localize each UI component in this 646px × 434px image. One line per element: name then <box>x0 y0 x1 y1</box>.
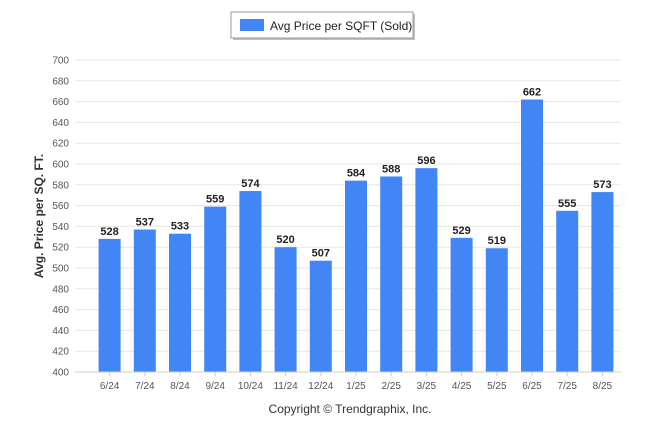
y-axis-ticks: 400 420 440 460 480 500 520 540 560 580 600 620 640 6… <box>52 56 69 379</box>
x-tick-label: 7/24 <box>135 381 155 392</box>
y-tick-label: 500 <box>52 264 69 275</box>
bar <box>380 176 403 372</box>
copyright-text: Copyright © Trendgraphix, Inc. <box>269 402 432 416</box>
bar <box>450 237 473 372</box>
x-tick-label: 4/25 <box>452 381 472 392</box>
data-label: 588 <box>382 163 400 175</box>
y-tick-label: 540 <box>52 222 69 233</box>
x-tick-label: 11/24 <box>273 381 298 392</box>
bar <box>98 238 121 372</box>
data-label: 537 <box>136 217 154 229</box>
y-tick-label: 580 <box>52 180 69 191</box>
x-tick-label: 6/24 <box>100 381 120 392</box>
data-label: 533 <box>171 221 189 233</box>
y-axis-title: Avg. Price per SQ. FT. <box>32 154 46 278</box>
y-tick-label: 700 <box>52 56 69 67</box>
x-tick-label: 5/25 <box>487 381 507 392</box>
x-tick-label: 9/24 <box>205 381 225 392</box>
y-tick-label: 620 <box>52 139 69 150</box>
data-label: 555 <box>558 198 576 210</box>
data-label: 596 <box>417 155 435 167</box>
legend: Avg Price per SQFT (Sold) <box>230 11 415 40</box>
bar <box>556 210 579 372</box>
x-tick-label: 12/24 <box>308 381 333 392</box>
data-label: 662 <box>523 87 541 99</box>
data-label: 519 <box>488 235 506 247</box>
bar <box>485 248 508 372</box>
y-tick-label: 600 <box>52 160 69 171</box>
legend-swatch <box>240 19 264 31</box>
x-tick-label: 1/25 <box>346 381 366 392</box>
data-label: 574 <box>241 178 260 190</box>
bar <box>169 233 191 372</box>
y-tick-label: 520 <box>52 243 69 254</box>
bars <box>98 99 614 373</box>
data-label: 584 <box>347 168 366 180</box>
y-tick-label: 560 <box>52 201 69 212</box>
bar <box>239 191 262 372</box>
x-tick-label: 7/25 <box>557 381 577 392</box>
y-tick-label: 660 <box>52 97 69 108</box>
y-tick-label: 460 <box>52 305 69 316</box>
bar <box>345 180 367 372</box>
y-tick-label: 400 <box>52 368 69 379</box>
y-tick-label: 440 <box>52 326 69 337</box>
x-tick-label: 8/25 <box>593 381 613 392</box>
x-tick-label: 3/25 <box>417 381 437 392</box>
bar <box>415 168 438 372</box>
data-labels: 528 537 533 559 574 520 507 584 588 596 529 519 662 5… <box>100 87 611 260</box>
bar <box>591 192 614 372</box>
x-axis-ticks: 6/24 7/24 8/24 9/24 10/24 11/24 12/24 1/25 2/25 3… <box>100 372 613 392</box>
data-label: 528 <box>100 226 118 238</box>
data-label: 507 <box>312 248 330 260</box>
y-tick-label: 420 <box>52 347 69 358</box>
x-tick-label: 8/24 <box>170 381 190 392</box>
data-label: 529 <box>452 225 470 237</box>
x-tick-label: 10/24 <box>238 381 263 392</box>
bar <box>204 206 227 372</box>
bar <box>309 260 332 372</box>
bar <box>274 247 297 372</box>
data-label: 520 <box>276 234 294 246</box>
x-tick-label: 2/25 <box>381 381 401 392</box>
bar <box>133 229 156 372</box>
y-tick-label: 480 <box>52 284 69 295</box>
y-tick-label: 640 <box>52 118 69 129</box>
data-label: 559 <box>206 194 224 206</box>
x-tick-label: 6/25 <box>522 381 542 392</box>
y-tick-label: 680 <box>52 76 69 87</box>
bar <box>521 99 543 373</box>
data-label: 573 <box>593 179 611 191</box>
legend-label: Avg Price per SQFT (Sold) <box>270 19 412 33</box>
